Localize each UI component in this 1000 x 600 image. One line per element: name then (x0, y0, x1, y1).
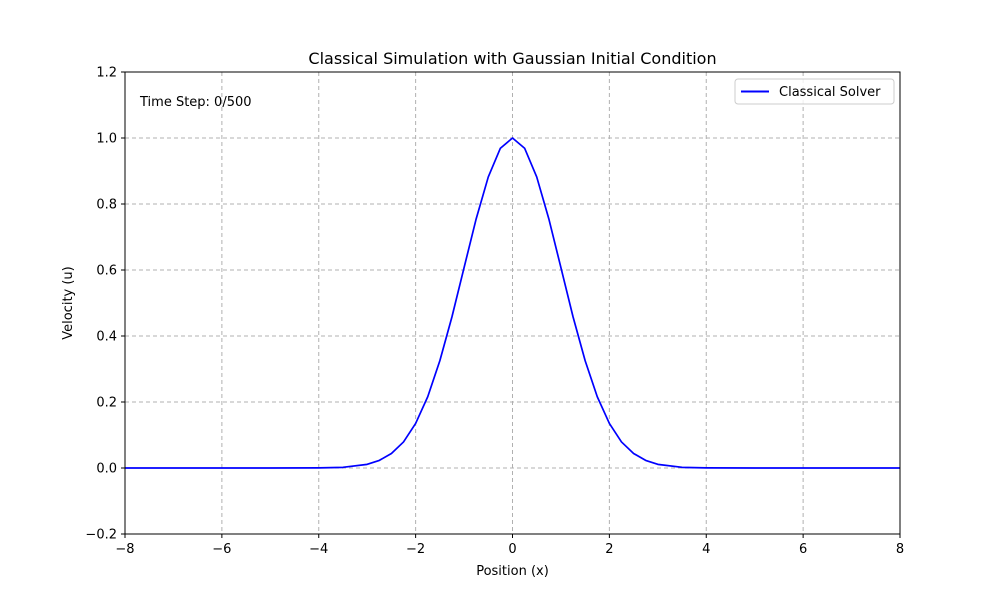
y-tick-label: 0.0 (96, 462, 117, 477)
chart-title: Classical Simulation with Gaussian Initi… (308, 49, 716, 68)
x-axis-label: Position (x) (476, 564, 549, 579)
x-tick-label: −6 (212, 542, 231, 557)
x-tick-label: 8 (896, 542, 904, 557)
x-tick-label: −8 (115, 542, 134, 557)
x-tick-label: −4 (309, 542, 328, 557)
ticks: −8 −6 −4 −2 0 2 4 6 8 −0.2 0.0 0.2 0.4 0.6 0.8 1.0 1.2 (85, 66, 904, 558)
time-step-annotation: Time Step: 0/500 (139, 95, 252, 110)
series-line-classical-solver (125, 137, 900, 469)
y-axis-label: Velocity (u) (61, 266, 76, 340)
legend: Classical Solver (734, 78, 895, 105)
legend-label: Classical Solver (779, 85, 881, 100)
y-tick-label: 0.6 (96, 264, 117, 279)
x-tick-label: 6 (799, 542, 807, 557)
y-tick-label: −0.2 (85, 528, 117, 543)
series-layer (125, 137, 900, 469)
x-tick-label: −2 (406, 542, 425, 557)
x-tick-label: 4 (702, 542, 710, 557)
legend-box (734, 78, 895, 105)
y-tick-label: 0.2 (96, 396, 117, 411)
x-tick-label: 2 (605, 542, 613, 557)
y-tick-label: 0.4 (96, 330, 117, 345)
x-tick-label: 0 (508, 542, 516, 557)
y-tick-label: 0.8 (96, 198, 117, 213)
y-tick-label: 1.0 (96, 132, 117, 147)
y-tick-label: 1.2 (96, 66, 117, 81)
